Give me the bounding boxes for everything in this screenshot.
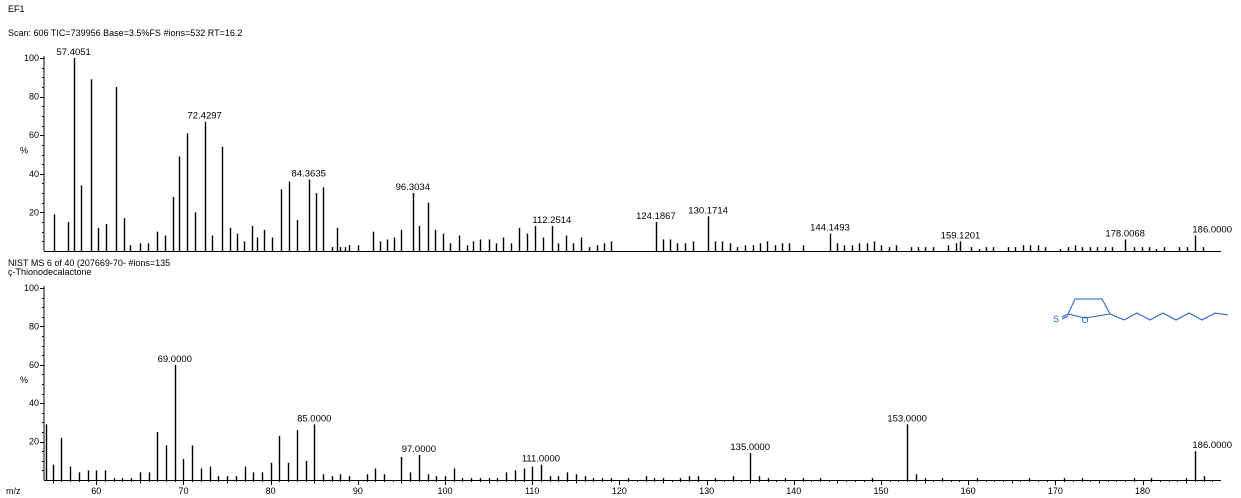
thione-bond-double <box>1061 315 1069 320</box>
bottom-y-tick-label: 100 <box>24 283 39 293</box>
oxygen-atom-label: O <box>1081 315 1088 325</box>
x-axis-label: m/z <box>6 486 21 496</box>
x-tick-label: 130 <box>699 486 714 496</box>
top-peak-label: 57.4051 <box>57 47 91 58</box>
top-y-axis-label: % <box>20 146 28 156</box>
bottom-peak-label: 186.0000 <box>1192 440 1232 451</box>
top-peak-label: 159.1201 <box>941 230 981 241</box>
x-tick-label: 70 <box>178 486 188 496</box>
file-label: EF1 <box>8 4 25 14</box>
bottom-y-tick-label: 40 <box>29 398 39 408</box>
top-y-tick-label: 80 <box>29 92 39 102</box>
top-y-tick-label: 60 <box>29 130 39 140</box>
top-y-tick-label: 20 <box>29 207 39 217</box>
scan-info: Scan: 606 TIC=739956 Base=3.5%FS #ions=5… <box>8 28 243 38</box>
bottom-peak-label: 153.0000 <box>887 413 927 424</box>
bottom-peak-label: 135.0000 <box>730 442 770 453</box>
heptyl-chain <box>1109 312 1229 321</box>
x-tick-label: 90 <box>353 486 363 496</box>
x-tick-label: 120 <box>612 486 627 496</box>
bottom-y-axis-label: % <box>20 375 28 385</box>
top-peak-label: 96.3034 <box>396 182 430 193</box>
top-peak-label: 130.1714 <box>688 205 728 216</box>
library-info: NIST MS 6 of 40 (207669-70- #ions=135 <box>8 258 171 268</box>
bottom-y-tick-label: 20 <box>29 437 39 447</box>
top-peak-label: 84.3635 <box>292 169 326 180</box>
x-tick-label: 160 <box>961 486 976 496</box>
x-tick-label: 170 <box>1048 486 1063 496</box>
x-tick-label: 110 <box>525 486 539 496</box>
bottom-y-tick-label: 80 <box>29 321 39 331</box>
x-tick-label: 60 <box>91 486 101 496</box>
bottom-peak-label: 69.0000 <box>158 354 192 365</box>
x-tick-label: 100 <box>438 486 453 496</box>
bottom-y-tick-label: 60 <box>29 360 39 370</box>
top-peak-label: 144.1493 <box>810 223 850 234</box>
x-tick-label: 80 <box>266 486 276 496</box>
lactone-ring <box>1067 298 1111 319</box>
bottom-peak-label: 111.0000 <box>522 454 560 465</box>
bottom-peak-label: 85.0000 <box>297 413 331 424</box>
x-tick-label: 180 <box>1135 486 1150 496</box>
x-tick-label: 150 <box>873 486 888 496</box>
thione-bond <box>1061 313 1069 318</box>
top-peak-label: 124.1867 <box>636 211 676 222</box>
sulfur-atom-label: S <box>1053 314 1059 324</box>
top-peak-label: 112.2514 <box>532 215 571 226</box>
top-peak-label: 178.0068 <box>1105 228 1145 239</box>
x-tick-label: 140 <box>786 486 801 496</box>
top-peak-label: 72.4297 <box>188 111 222 122</box>
bottom-peak-label: 97.0000 <box>402 444 436 455</box>
top-peak-label: 186.0000 <box>1192 225 1232 236</box>
compound-name: ç-Thionodecalactone <box>8 267 92 277</box>
top-y-tick-label: 40 <box>29 169 39 179</box>
top-y-tick-label: 100 <box>24 53 39 63</box>
